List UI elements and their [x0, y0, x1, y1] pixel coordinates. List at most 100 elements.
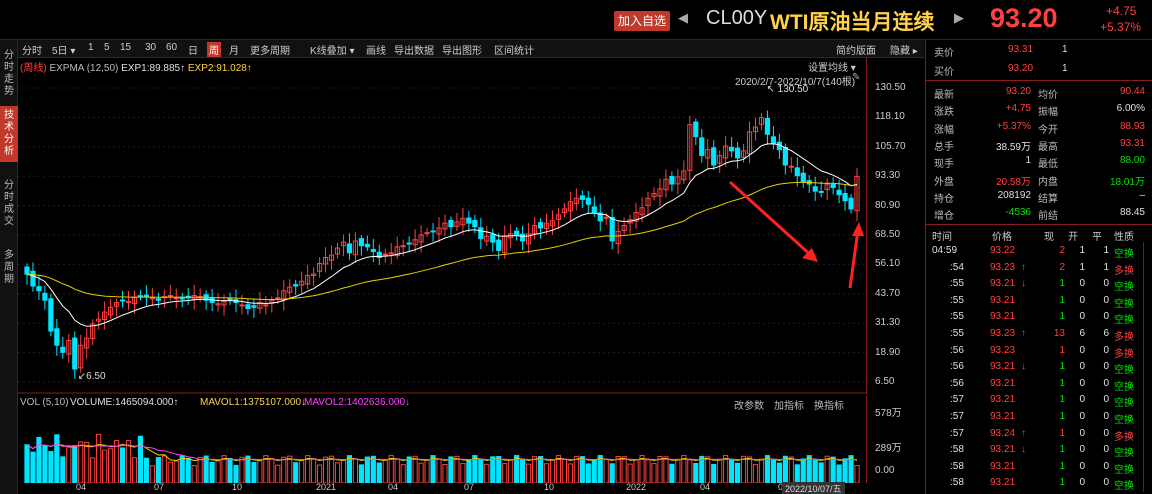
simple-layout-button[interactable]: 简约版面 [836, 46, 876, 57]
toolbar-item-11[interactable]: K线叠加 ▾ [310, 46, 355, 57]
candle-body [60, 346, 66, 353]
candle-body [788, 165, 794, 168]
quote-value: 1 [1025, 155, 1031, 167]
add-indicator-button[interactable]: 加指标 [774, 401, 804, 412]
tick-time: :55 [950, 328, 964, 339]
toolbar-item-2[interactable]: 1 [88, 42, 94, 53]
volume-bar [233, 464, 239, 483]
tick-close: 0 [1103, 311, 1109, 323]
candle-body [454, 221, 460, 227]
volume-bar [113, 440, 120, 483]
price-axis-label: 130.50 [875, 82, 906, 93]
volume-bar [352, 458, 359, 483]
toolbar-item-4[interactable]: 15 [120, 42, 132, 53]
volume-bar [209, 461, 215, 483]
toolbar-item-13[interactable]: 导出数据 [394, 46, 434, 57]
switch-indicator-button[interactable]: 换指标 [814, 401, 844, 412]
candle-body [573, 197, 579, 205]
ask-price: 93.31 [1008, 44, 1034, 55]
toolbar-item-8[interactable]: 周 [207, 42, 221, 57]
mavol2-line [26, 443, 858, 461]
quote-label: 最高 [1038, 141, 1058, 153]
candle-body [137, 295, 144, 298]
volume-bar [466, 459, 472, 483]
volume-bar [287, 455, 293, 483]
side-tab-1[interactable]: 技术分析 [0, 106, 18, 162]
volume-bar [107, 448, 114, 483]
indicator-name[interactable]: EXPMA (12,50) [49, 63, 119, 74]
candle-body [96, 318, 102, 322]
candle-body [525, 233, 532, 245]
candle-body [848, 197, 854, 210]
toolbar-item-0[interactable]: 分时 [22, 46, 42, 57]
tick-open: 0 [1079, 344, 1085, 356]
candle-body [119, 299, 126, 302]
tick-nature: 空换 [1114, 415, 1134, 426]
time-axis-label: 04 [76, 482, 87, 492]
tick-close: 0 [1103, 460, 1109, 472]
toolbar-item-7[interactable]: 日 [188, 46, 198, 57]
set-ma-button[interactable]: 设置均线 ▾ [808, 63, 856, 74]
tick-time: :56 [950, 344, 964, 356]
toolbar-item-9[interactable]: 月 [229, 46, 239, 57]
side-tab-3[interactable]: 多周期 [4, 250, 14, 285]
prev-symbol-icon[interactable]: ◀ [678, 10, 688, 25]
quote-value: 20.58万 [995, 176, 1031, 188]
bid-price: 93.20 [1008, 63, 1034, 74]
side-tab-0[interactable]: 分时走势 [4, 50, 14, 97]
hide-button[interactable]: 隐藏 ▸ [890, 46, 918, 57]
candle-body [102, 311, 108, 320]
tick-volume: 1 [1059, 394, 1065, 406]
toolbar-item-1[interactable]: 5日 ▾ [52, 46, 76, 57]
volume-bar [514, 455, 520, 483]
candle-body [782, 146, 788, 166]
volume-bar [591, 459, 597, 483]
volume-chart[interactable] [18, 410, 866, 483]
quote-label: 涨幅 [934, 124, 954, 136]
candle-body [818, 190, 824, 193]
volume-bar [579, 456, 585, 483]
change-params-button[interactable]: 改参数 [734, 401, 764, 412]
divider [926, 224, 1152, 225]
candle-body [645, 197, 651, 207]
tick-price: 93.21 [990, 278, 1016, 290]
tick-price: 93.21 [990, 411, 1016, 422]
exp1-line [26, 143, 858, 327]
candle-body [657, 188, 663, 197]
tick-close: 0 [1103, 377, 1109, 389]
volume-bar [687, 459, 693, 483]
toolbar-item-15[interactable]: 区间统计 [494, 46, 534, 57]
ticks-scrollbar[interactable] [1143, 242, 1151, 492]
candle-body [293, 284, 299, 287]
quote-label: 前结 [1038, 211, 1058, 223]
candle-body [543, 222, 550, 230]
candle-body [364, 243, 370, 248]
toolbar-item-5[interactable]: 30 [145, 42, 157, 53]
side-tab-2[interactable]: 分时成交 [4, 180, 14, 227]
toolbar-item-10[interactable]: 更多周期 [250, 46, 290, 57]
tick-volume: 1 [1059, 477, 1065, 489]
tick-time: :58 [950, 460, 964, 472]
toolbar-item-14[interactable]: 导出图形 [442, 46, 482, 57]
add-favorite-button[interactable]: 加入自选 [614, 11, 670, 31]
tick-row: :55 93.21 1 0 0 空换 [926, 293, 1152, 310]
candlestick-chart[interactable]: ↖ 130.50 ↙6.50 ✎ [18, 58, 866, 394]
tick-time: :56 [950, 377, 964, 389]
candle-body [681, 170, 687, 181]
tick-row: :56 93.21 1 0 0 空换 [926, 376, 1152, 393]
quote-label: 结算 [1038, 193, 1058, 205]
annotation-arrow [848, 229, 860, 289]
tick-close: 0 [1103, 361, 1109, 373]
tick-open: 0 [1079, 444, 1085, 456]
volume-bar [520, 458, 526, 483]
tick-arrow: ↑ [1021, 427, 1026, 439]
tick-row: :57 93.24 ↑ 1 0 0 多换 [926, 426, 1152, 443]
candle-body [490, 233, 496, 243]
toolbar-item-3[interactable]: 5 [104, 42, 110, 53]
tick-price: 93.23 [990, 344, 1016, 356]
toolbar-item-12[interactable]: 画线 [366, 46, 386, 57]
toolbar-item-6[interactable]: 60 [166, 42, 178, 53]
next-symbol-icon[interactable]: ▶ [954, 10, 964, 25]
candle-body [478, 227, 484, 240]
quote-label: 均价 [1038, 90, 1058, 101]
